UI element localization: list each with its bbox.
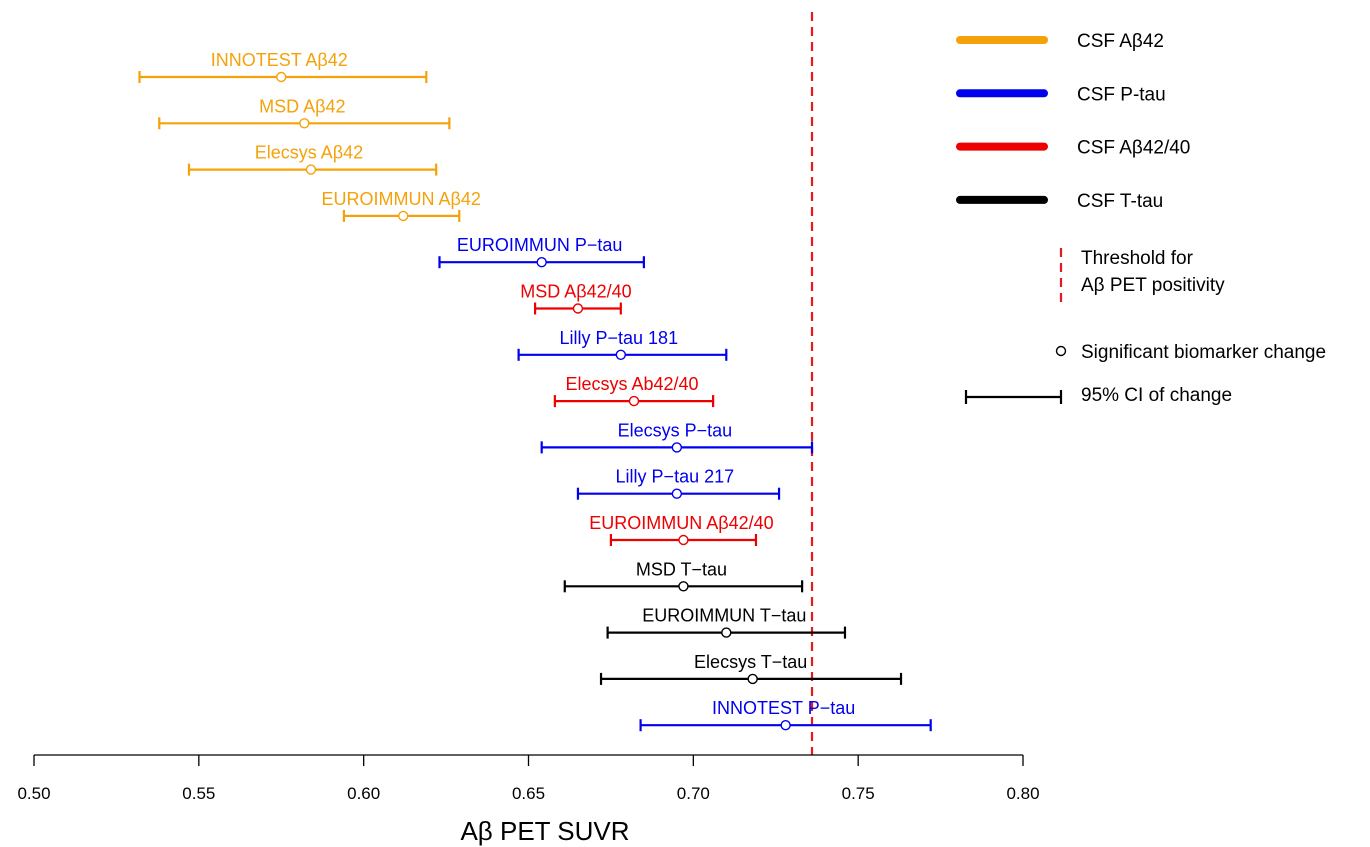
- legend-item-csf-a-42-40: CSF Aβ42/40: [956, 138, 1190, 159]
- row-elecsys-a-42: Elecsys Aβ42: [187, 143, 438, 176]
- x-tick-label-5: 0.75: [842, 784, 875, 803]
- row-euroimmun-a-42-40: EUROIMMUN Aβ42/40: [589, 513, 774, 546]
- legend-point-label: Significant biomarker change: [1081, 342, 1326, 363]
- legend: CSF Aβ42 CSF P-tau CSF Aβ42/40 CSF T-tau Thr…: [956, 31, 1326, 406]
- row-label: MSD T−tau: [636, 559, 727, 579]
- row-label: Elecsys Ab42/40: [565, 374, 698, 394]
- legend-threshold: Threshold for Aβ PET positivity: [1059, 248, 1225, 305]
- x-axis-title: Aβ PET SUVR: [460, 816, 629, 846]
- x-tick-label-4: 0.70: [677, 784, 710, 803]
- row-euroimmun-a-42: EUROIMMUN Aβ42: [322, 189, 481, 222]
- x-tick-label-3: 0.65: [512, 784, 545, 803]
- legend-threshold-label-0: Threshold for: [1081, 248, 1194, 269]
- point-estimate: [671, 442, 683, 453]
- point-estimate: [572, 303, 584, 314]
- row-label: Elecsys Aβ42: [255, 143, 363, 163]
- legend-ci: 95% CI of change: [964, 385, 1232, 406]
- x-axis: 0.50 0.55 0.60 0.65 0.70 0.75 0.80: [17, 754, 1040, 803]
- row-elecsys-p-tau: Elecsys P−tau: [540, 420, 814, 454]
- legend-label: CSF Aβ42/40: [1077, 138, 1190, 159]
- row-euroimmun-p-tau: EUROIMMUN P−tau: [438, 235, 645, 269]
- legend-label: CSF Aβ42: [1077, 31, 1164, 52]
- row-msd-t-tau: MSD T−tau: [563, 559, 804, 593]
- legend-threshold-label-1: Aβ PET positivity: [1081, 275, 1225, 296]
- point-estimate: [305, 164, 317, 175]
- row-label: EUROIMMUN Aβ42: [322, 189, 481, 209]
- row-elecsys-ab42-40: Elecsys Ab42/40: [553, 374, 715, 408]
- row-label: Elecsys T−tau: [694, 652, 807, 672]
- x-tick-label-2: 0.60: [347, 784, 380, 803]
- row-msd-a-42: MSD Aβ42: [158, 96, 451, 130]
- row-innotest-p-tau: INNOTEST P−tau: [639, 698, 932, 732]
- point-estimate: [671, 488, 683, 499]
- row-label: INNOTEST Aβ42: [211, 50, 348, 70]
- legend-ci-label: 95% CI of change: [1081, 385, 1232, 406]
- point-estimate: [747, 673, 758, 685]
- point-estimate: [678, 534, 689, 546]
- legend-item-csf-t-tau: CSF T-tau: [956, 191, 1163, 212]
- row-label: Lilly P−tau 181: [560, 328, 679, 348]
- point-estimate: [628, 395, 640, 407]
- row-label: MSD Aβ42/40: [520, 282, 631, 302]
- legend-point-swatch: [1055, 345, 1067, 357]
- row-label: Lilly P−tau 217: [616, 467, 735, 487]
- row-lilly-p-tau-217: Lilly P−tau 217: [576, 467, 781, 500]
- x-tick-label-1: 0.55: [182, 784, 215, 803]
- row-euroimmun-t-tau: EUROIMMUN T−tau: [606, 606, 847, 639]
- point-estimate: [615, 349, 627, 360]
- row-innotest-a-42: INNOTEST Aβ42: [138, 50, 428, 83]
- point-estimate: [678, 581, 689, 592]
- legend-point: Significant biomarker change: [1055, 342, 1326, 363]
- forest-rows: INNOTEST Aβ42 MSD Aβ42 Elecsys Aβ42 EUROIMM…: [138, 50, 932, 732]
- row-label: MSD Aβ42: [259, 96, 345, 116]
- row-msd-a-42-40: MSD Aβ42/40: [520, 282, 632, 315]
- x-tick-label-0: 0.50: [17, 784, 50, 803]
- point-estimate: [721, 627, 732, 638]
- point-estimate: [398, 210, 409, 222]
- point-estimate: [536, 257, 547, 268]
- row-label: EUROIMMUN T−tau: [642, 606, 806, 626]
- row-label: INNOTEST P−tau: [712, 698, 855, 718]
- legend-label: CSF T-tau: [1077, 191, 1163, 212]
- row-label: EUROIMMUN Aβ42/40: [589, 513, 773, 533]
- legend-label: CSF P-tau: [1077, 84, 1166, 105]
- row-label: Elecsys P−tau: [618, 420, 733, 440]
- row-label: EUROIMMUN P−tau: [457, 235, 623, 255]
- row-elecsys-t-tau: Elecsys T−tau: [599, 652, 903, 685]
- x-tick-label-6: 0.80: [1006, 784, 1039, 803]
- legend-item-csf-p-tau: CSF P-tau: [956, 84, 1166, 105]
- row-lilly-p-tau-181: Lilly P−tau 181: [517, 328, 728, 361]
- point-estimate: [276, 71, 287, 83]
- legend-item-csf-a-42: CSF Aβ42: [956, 31, 1164, 52]
- point-estimate: [299, 118, 310, 129]
- point-estimate: [780, 720, 791, 731]
